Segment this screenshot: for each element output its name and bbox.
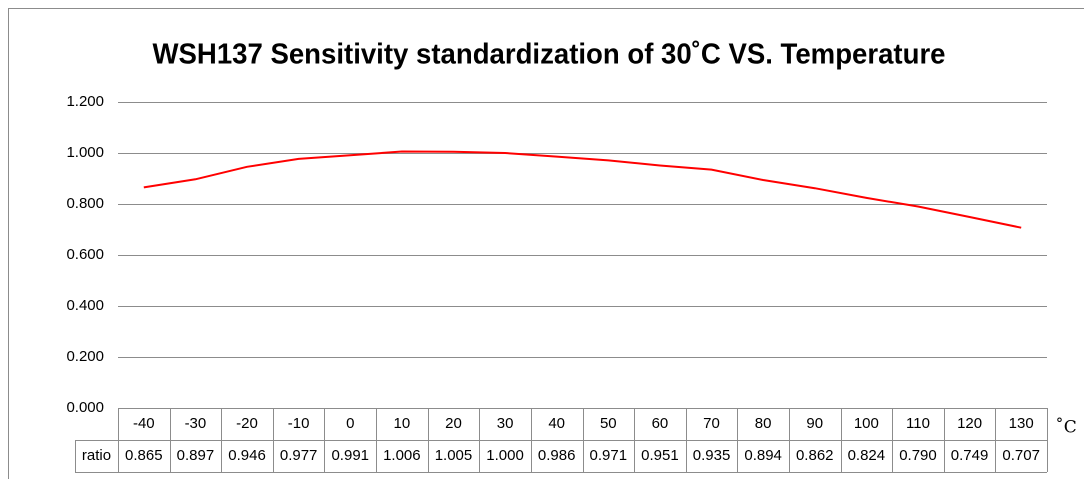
table-value: 0.824: [848, 447, 886, 464]
x-tick-label: 60: [652, 415, 669, 432]
chart-title: WSH137 Sensitivity standardization of 30…: [153, 39, 946, 71]
x-tick-label: 90: [806, 415, 823, 432]
line: [143, 150, 1022, 229]
table-value: 0.897: [177, 447, 215, 464]
x-tick-label: -40: [133, 415, 155, 432]
x-tick-label: 70: [703, 415, 720, 432]
x-tick-label: 80: [755, 415, 772, 432]
x-tick-label: 20: [445, 415, 462, 432]
y-tick-label: 1.000: [66, 144, 104, 161]
x-tick-label: 30: [497, 415, 514, 432]
x-axis-label: ˚C: [1055, 418, 1077, 438]
table-value: 1.000: [486, 447, 524, 464]
table-value: 0.707: [1002, 447, 1040, 464]
table-value: 1.006: [383, 447, 421, 464]
table-value: 0.865: [125, 447, 163, 464]
x-tick-label: -20: [236, 415, 258, 432]
table-value: 0.986: [538, 447, 576, 464]
table-value: 0.935: [693, 447, 731, 464]
table-value: 0.894: [744, 447, 782, 464]
y-tick-label: 0.000: [66, 399, 104, 416]
x-tick-label: -10: [288, 415, 310, 432]
chart-border: [8, 8, 1084, 479]
x-tick-label: 10: [394, 415, 411, 432]
x-tick-label: 100: [854, 415, 879, 432]
table-value: 0.862: [796, 447, 834, 464]
table-value: 0.946: [228, 447, 266, 464]
x-tick-label: 110: [906, 415, 930, 432]
y-tick-label: 0.600: [66, 246, 104, 263]
table-value: 0.991: [331, 447, 369, 464]
y-tick-label: 0.400: [66, 297, 104, 314]
x-tick-label: 0: [346, 415, 354, 432]
y-tick-label: 0.800: [66, 195, 104, 212]
y-tick-label: 1.200: [66, 93, 104, 110]
table-value: 0.790: [899, 447, 937, 464]
x-tick-label: 50: [600, 415, 617, 432]
x-tick-label: 130: [1009, 415, 1034, 432]
x-tick-label: 40: [548, 415, 565, 432]
legend-label: ratio: [82, 447, 111, 464]
x-tick-label: -30: [185, 415, 207, 432]
table-value: 0.977: [280, 447, 318, 464]
table-value: 0.749: [951, 447, 989, 464]
table-value: 1.005: [435, 447, 473, 464]
table-value: 0.951: [641, 447, 679, 464]
y-tick-label: 0.200: [66, 348, 104, 365]
x-tick-label: 120: [957, 415, 982, 432]
table-value: 0.971: [590, 447, 628, 464]
